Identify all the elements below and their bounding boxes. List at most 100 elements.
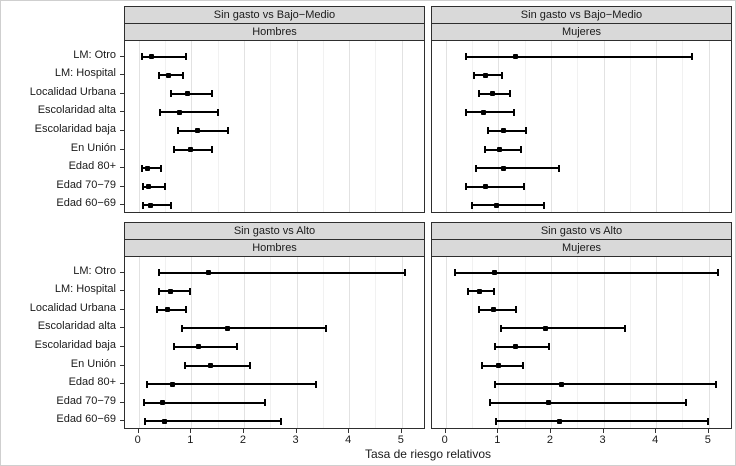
y-tick-mark (120, 271, 124, 273)
x-tick-label: 2 (239, 434, 246, 446)
y-axis-label: Edad 80+ (68, 376, 116, 389)
point-estimate (513, 54, 519, 59)
ci-cap-right (716, 269, 719, 276)
point-estimate (206, 270, 212, 275)
point-estimate (225, 325, 231, 331)
ci-cap-right (707, 417, 710, 425)
minor-gridline (524, 257, 526, 428)
ci-cap-right (558, 164, 561, 172)
x-tick-mark (549, 429, 551, 433)
y-axis-label: Edad 60−69 (56, 197, 116, 210)
ci-cap-right (181, 71, 184, 79)
ci-cap-left (142, 399, 145, 407)
facet-strip-comparison: Sin gasto vs Bajo−Medio (431, 6, 732, 24)
minor-gridline (270, 257, 272, 428)
major-gridline (550, 41, 552, 212)
ci-cap-left (471, 201, 474, 209)
major-gridline (656, 41, 658, 212)
y-axis-label: Edad 70−79 (56, 178, 116, 191)
ci-line (141, 55, 188, 58)
ci-cap-left (489, 399, 492, 407)
facet-strip-comparison: Sin gasto vs Alto (124, 222, 425, 240)
y-tick-mark (120, 327, 124, 329)
minor-gridline (471, 41, 473, 212)
y-tick-mark (120, 111, 124, 113)
ci-cap-left (494, 417, 497, 425)
ci-line (494, 383, 717, 386)
ci-cap-right (210, 90, 213, 98)
minor-gridline (375, 257, 377, 428)
ci-cap-right (160, 164, 163, 172)
ci-cap-left (464, 53, 467, 60)
ci-cap-left (170, 90, 173, 98)
ci-line (159, 111, 220, 114)
ci-cap-left (464, 183, 467, 191)
ci-cap-left (141, 201, 144, 209)
point-estimate (160, 400, 166, 406)
y-tick-mark (120, 129, 124, 131)
point-estimate (194, 128, 200, 134)
minor-gridline (629, 257, 631, 428)
major-gridline (603, 257, 605, 428)
x-tick-mark (348, 429, 350, 433)
y-tick-mark (120, 290, 124, 292)
ci-cap-left (141, 164, 144, 172)
ci-line (183, 364, 252, 367)
y-axis-label: Localidad Urbana (29, 301, 116, 314)
x-tick-mark (707, 429, 709, 433)
point-estimate (501, 165, 507, 171)
point-estimate (483, 184, 489, 190)
y-tick-mark (120, 383, 124, 385)
y-axis-label: Escolaridad alta (37, 320, 116, 333)
ci-line (481, 364, 524, 367)
y-axis-label: Escolaridad baja (34, 338, 116, 351)
ci-line (500, 327, 626, 330)
y-axis-label: LM: Otro (73, 264, 116, 277)
ci-cap-left (156, 306, 159, 314)
ci-line (170, 92, 213, 95)
point-estimate (491, 270, 497, 275)
ci-cap-left (143, 417, 146, 425)
ci-cap-left (183, 362, 186, 369)
x-tick-mark (444, 429, 446, 433)
y-axis-label: LM: Hospital (54, 67, 116, 80)
x-tick-mark (190, 429, 192, 433)
ci-line (157, 271, 406, 274)
x-tick-label: 5 (397, 434, 404, 446)
ci-cap-right (404, 269, 406, 276)
ci-line (471, 204, 546, 207)
minor-gridline (164, 41, 166, 212)
ci-cap-left (157, 269, 160, 276)
ci-line (486, 129, 527, 132)
ci-cap-left (481, 362, 484, 369)
major-gridline (708, 257, 710, 428)
x-tick-mark (137, 429, 139, 433)
ci-cap-right (169, 201, 172, 209)
major-gridline (401, 257, 403, 428)
y-tick-mark (120, 364, 124, 366)
ci-cap-left (467, 287, 470, 295)
ci-cap-left (157, 71, 160, 79)
ci-cap-right (691, 53, 693, 60)
major-gridline (656, 257, 658, 428)
ci-cap-right (263, 399, 266, 407)
point-estimate (166, 72, 172, 78)
ci-cap-right (543, 201, 546, 209)
minor-gridline (629, 41, 631, 212)
ci-cap-left (493, 343, 496, 351)
ci-cap-left (141, 53, 144, 60)
major-gridline (243, 41, 245, 212)
facet-panel (124, 256, 425, 429)
ci-cap-right (164, 183, 167, 191)
x-tick-label: 1 (187, 434, 194, 446)
ci-line (172, 148, 214, 151)
point-estimate (546, 400, 552, 406)
point-estimate (483, 72, 489, 78)
ci-cap-left (181, 324, 184, 332)
x-axis-title: Tasa de riesgo relativos (364, 447, 492, 461)
point-estimate (542, 325, 548, 331)
ci-line (493, 345, 551, 348)
ci-cap-left (473, 71, 476, 79)
ci-cap-right (523, 183, 526, 191)
